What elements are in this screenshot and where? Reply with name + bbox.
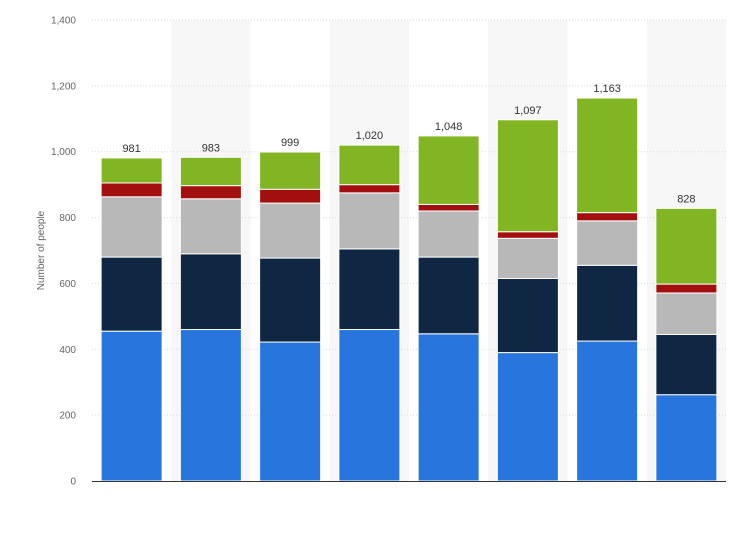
bar-segment[interactable] — [576, 97, 639, 214]
bar-total-label: 1,048 — [435, 121, 463, 133]
bar-segment[interactable] — [100, 196, 163, 258]
bar-segment[interactable] — [417, 203, 480, 212]
bar-segment[interactable] — [496, 352, 559, 482]
bar-segment[interactable] — [576, 212, 639, 222]
bar-segment[interactable] — [259, 257, 322, 343]
bar-segment[interactable] — [496, 237, 559, 279]
bar-segment[interactable] — [179, 185, 242, 200]
y-tick-label: 600 — [59, 279, 76, 290]
bar-segment[interactable] — [496, 231, 559, 239]
bar-segment[interactable] — [576, 220, 639, 266]
bar-total-labels: 981 983 999 1,020 1,048 1,097 1,163 828 — [122, 83, 695, 205]
bar-segment[interactable] — [338, 192, 401, 250]
y-tick-label: 1,200 — [51, 81, 76, 92]
bar-total-label: 981 — [122, 143, 140, 155]
bar-segment[interactable] — [338, 144, 401, 186]
bar-segment[interactable] — [179, 253, 242, 331]
bars — [100, 97, 718, 482]
bar-total-label: 1,163 — [593, 83, 621, 95]
bar-segment[interactable] — [179, 329, 242, 482]
bar-segment[interactable] — [576, 340, 639, 482]
bar-segment[interactable] — [417, 210, 480, 258]
y-tick-label: 400 — [59, 345, 76, 356]
y-tick-label: 0 — [70, 477, 76, 488]
bar-segment[interactable] — [417, 256, 480, 335]
bar-total-label: 1,020 — [356, 130, 384, 142]
bar-segment[interactable] — [100, 157, 163, 184]
bar-segment[interactable] — [655, 394, 718, 482]
bar-total-label: 828 — [677, 193, 695, 205]
bar-total-label: 1,097 — [514, 105, 542, 117]
bar-segment[interactable] — [100, 330, 163, 482]
bar-segment[interactable] — [259, 188, 322, 204]
y-tick-label: 1,400 — [51, 16, 76, 27]
bar-segment[interactable] — [417, 333, 480, 482]
bar-segment[interactable] — [338, 184, 401, 194]
bar-segment[interactable] — [100, 256, 163, 332]
y-tick-label: 1,000 — [51, 147, 76, 158]
y-axis-title: Number of people — [36, 210, 47, 290]
bar-segment[interactable] — [100, 182, 163, 198]
bar-segment[interactable] — [179, 198, 242, 255]
bar-total-label: 999 — [281, 137, 299, 149]
bar-segment[interactable] — [496, 277, 559, 354]
bar-segment[interactable] — [259, 202, 322, 259]
bar-segment[interactable] — [179, 156, 242, 187]
bar-segment[interactable] — [338, 329, 401, 482]
bar-segment[interactable] — [496, 119, 559, 233]
bar-segment[interactable] — [655, 283, 718, 294]
bar-segment[interactable] — [655, 333, 718, 396]
bar-segment[interactable] — [576, 264, 639, 342]
y-tick-label: 800 — [59, 213, 76, 224]
bar-segment[interactable] — [338, 248, 401, 331]
bar-segment[interactable] — [655, 292, 718, 335]
y-tick-label: 200 — [59, 411, 76, 422]
bar-segment[interactable] — [417, 135, 480, 205]
bar-segment[interactable] — [259, 341, 322, 482]
bar-segment[interactable] — [655, 207, 718, 285]
y-axis-ticks: 0 200 400 600 800 1,000 1,200 1,400 — [51, 16, 76, 488]
bar-segment[interactable] — [259, 151, 322, 190]
bar-total-label: 983 — [202, 142, 220, 154]
